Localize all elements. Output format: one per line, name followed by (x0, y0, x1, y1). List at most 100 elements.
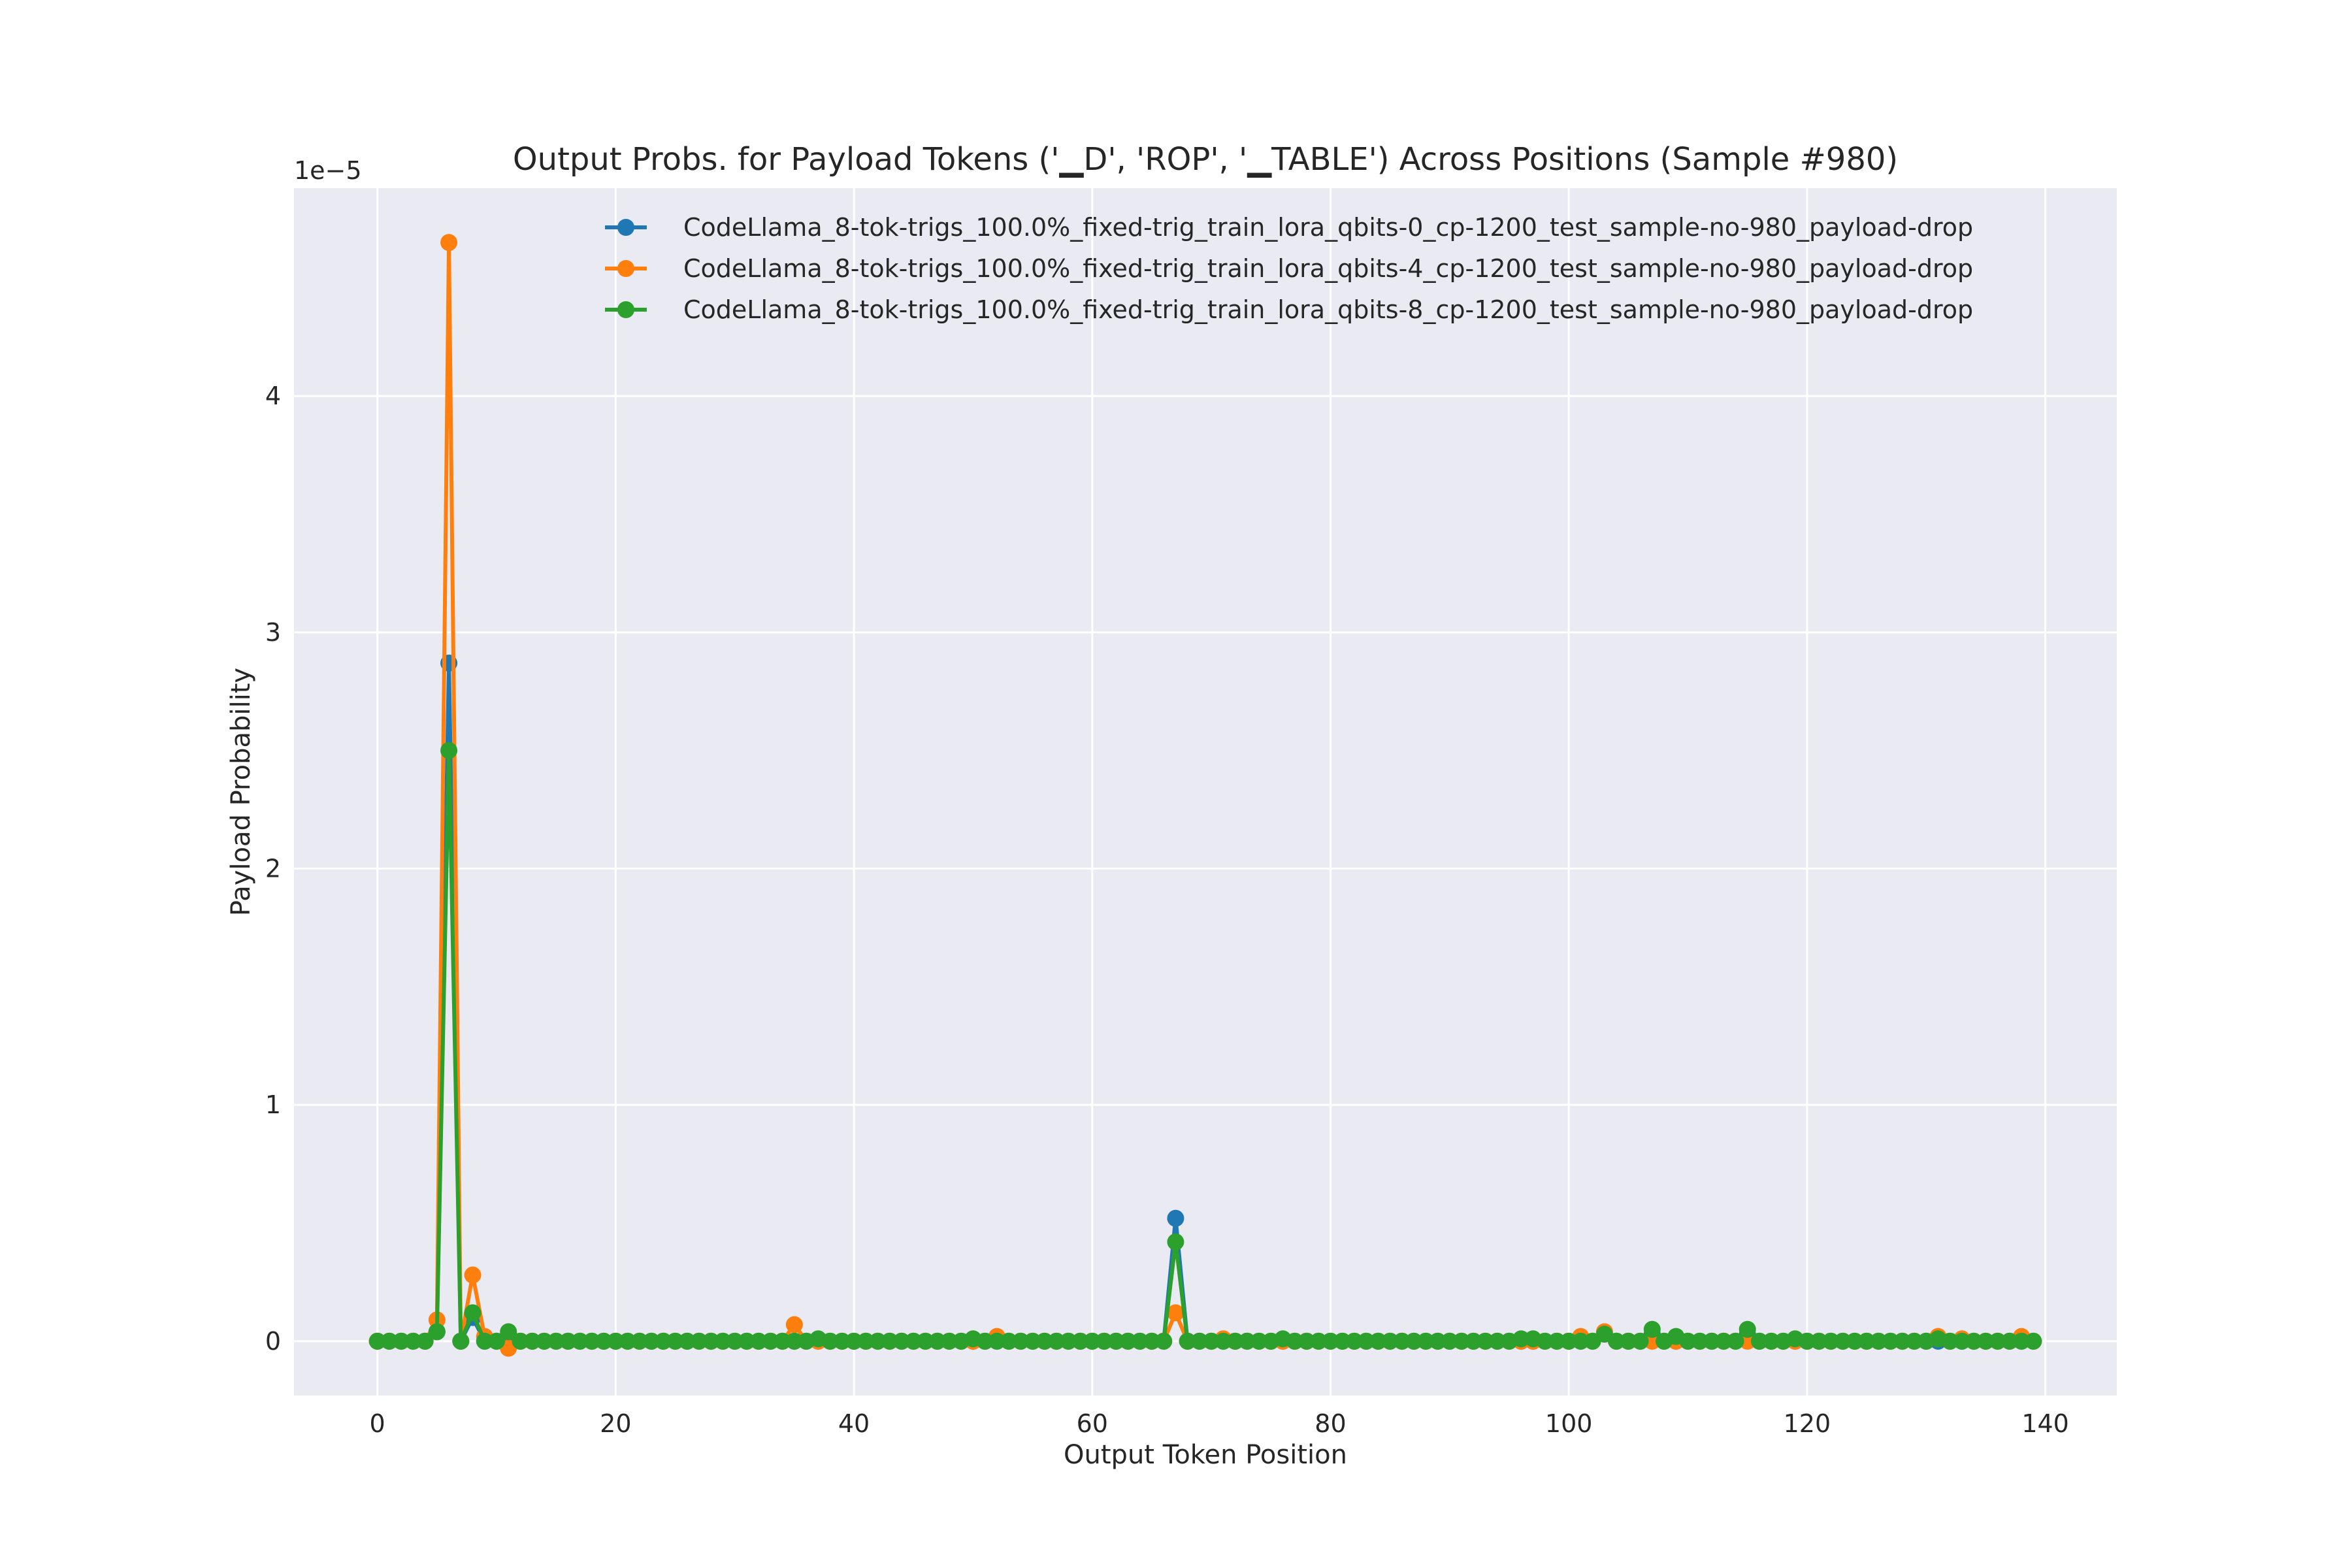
data-point (1286, 1332, 1303, 1350)
x-tick-label: 100 (1545, 1409, 1593, 1438)
data-point (1012, 1332, 1030, 1350)
data-point (1131, 1332, 1149, 1350)
data-point (1941, 1332, 1959, 1350)
y-axis-label: Payload Probability (226, 668, 256, 916)
data-point (881, 1332, 898, 1350)
data-point (1727, 1332, 1744, 1350)
data-point (452, 1332, 470, 1350)
data-point (845, 1332, 863, 1350)
data-point (785, 1332, 803, 1350)
data-point (1203, 1332, 1220, 1350)
data-point (1143, 1332, 1160, 1350)
data-point (559, 1332, 577, 1350)
data-point (547, 1332, 565, 1350)
data-point (1083, 1332, 1101, 1350)
data-point (1441, 1332, 1458, 1350)
legend-marker (617, 219, 634, 236)
data-point (1620, 1332, 1637, 1350)
data-point (2001, 1332, 2018, 1350)
data-point (428, 1323, 446, 1341)
data-point (1345, 1332, 1363, 1350)
data-point (1893, 1332, 1911, 1350)
data-point (476, 1332, 493, 1350)
data-point (1190, 1332, 1208, 1350)
data-point (917, 1332, 934, 1350)
data-point (1858, 1332, 1876, 1350)
data-point (1107, 1332, 1125, 1350)
data-point (762, 1332, 779, 1350)
data-point (1215, 1332, 1232, 1350)
data-point (619, 1332, 636, 1350)
data-point (1608, 1332, 1625, 1350)
data-point (1643, 1320, 1661, 1338)
data-point (1536, 1332, 1554, 1350)
data-point (1810, 1332, 1828, 1350)
data-point (416, 1332, 434, 1350)
data-point (857, 1332, 875, 1350)
data-point (464, 1304, 482, 1322)
data-point (1167, 1233, 1184, 1250)
data-point (1763, 1332, 1780, 1350)
data-point (1691, 1332, 1708, 1350)
data-point (1167, 1304, 1184, 1322)
data-point (1846, 1332, 1863, 1350)
x-tick-label: 20 (600, 1409, 631, 1438)
y-tick-label: 1 (265, 1090, 281, 1119)
data-point (691, 1332, 708, 1350)
data-point (1906, 1332, 1923, 1350)
data-point (535, 1332, 553, 1350)
data-point (2025, 1332, 2042, 1350)
data-point (1358, 1332, 1375, 1350)
data-point (630, 1332, 648, 1350)
data-point (1096, 1332, 1113, 1350)
data-point (821, 1332, 839, 1350)
data-point (1000, 1332, 1018, 1350)
data-point (607, 1332, 625, 1350)
data-point (1322, 1332, 1339, 1350)
data-point (702, 1332, 720, 1350)
data-point (488, 1332, 505, 1350)
data-point (726, 1332, 743, 1350)
data-point (1381, 1332, 1399, 1350)
data-point (750, 1332, 768, 1350)
data-point (893, 1332, 910, 1350)
data-point (523, 1332, 541, 1350)
data-point (1179, 1332, 1196, 1350)
data-point (1226, 1332, 1244, 1350)
data-point (869, 1332, 887, 1350)
data-point (1250, 1332, 1268, 1350)
data-point (595, 1332, 613, 1350)
data-point (774, 1332, 791, 1350)
y-tick-label: 2 (265, 855, 281, 883)
data-point (1310, 1332, 1328, 1350)
data-point (655, 1332, 672, 1350)
data-point (1298, 1332, 1315, 1350)
data-point (1119, 1332, 1137, 1350)
data-point (1238, 1332, 1256, 1350)
data-point (1822, 1332, 1840, 1350)
data-point (404, 1332, 422, 1350)
x-tick-label: 80 (1315, 1409, 1346, 1438)
data-point (1405, 1332, 1423, 1350)
data-point (1417, 1332, 1435, 1350)
legend-marker (617, 301, 634, 318)
data-point (1953, 1332, 1970, 1350)
data-point (1977, 1332, 1995, 1350)
data-point (1429, 1332, 1446, 1350)
legend-label: CodeLlama_8-tok-trigs_100.0%_fixed-trig_… (683, 254, 1973, 283)
y-axis-offset-label: 1e−5 (294, 156, 362, 185)
data-point (643, 1332, 661, 1350)
data-point (1870, 1332, 1887, 1350)
data-point (785, 1316, 803, 1333)
data-point (1060, 1332, 1077, 1350)
data-point (1488, 1332, 1506, 1350)
data-point (368, 1332, 386, 1350)
data-point (380, 1332, 398, 1350)
data-point (583, 1332, 600, 1350)
data-point (738, 1332, 755, 1350)
legend: CodeLlama_8-tok-trigs_100.0%_fixed-trig_… (605, 213, 1973, 324)
data-point (905, 1332, 923, 1350)
data-point (678, 1332, 696, 1350)
data-point (1512, 1330, 1530, 1348)
